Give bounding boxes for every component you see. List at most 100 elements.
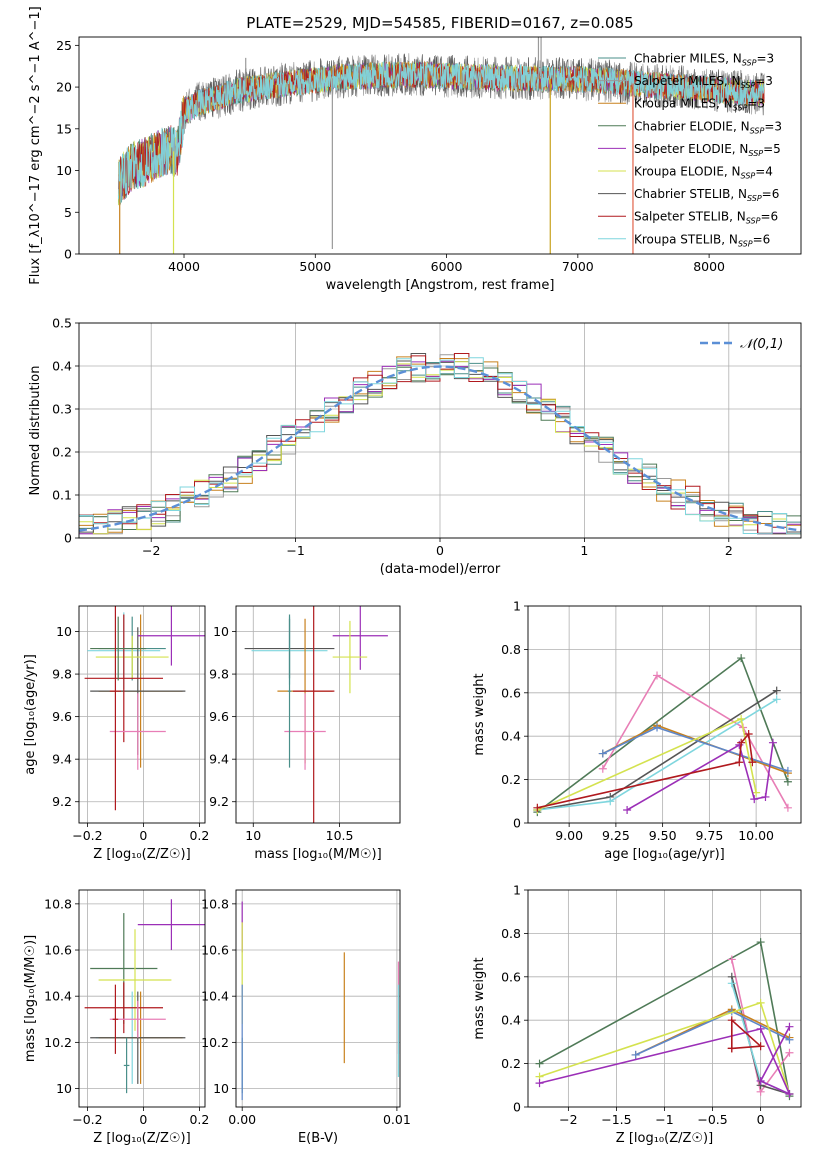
y-tick-label: 0.6 xyxy=(501,685,521,700)
legend-label: Kroupa STELIB, NSSP=6 xyxy=(634,232,770,248)
mass-weight-marker xyxy=(623,805,632,814)
legend-label: Chabrier STELIB, NSSP=6 xyxy=(634,187,779,203)
y-tick-label: 0.6 xyxy=(501,969,521,984)
mass-weight-marker xyxy=(756,1024,765,1033)
y-tick-label: 0 xyxy=(513,1100,521,1115)
mass-weight-marker xyxy=(535,1059,544,1068)
plot-area xyxy=(79,353,801,538)
x-tick-label: 10 xyxy=(245,828,261,843)
x-tick-label: −1.5 xyxy=(601,1112,631,1127)
x-tick-label: 6000 xyxy=(431,259,463,274)
mass-weight-marker xyxy=(785,1022,794,1031)
grid xyxy=(528,605,801,824)
plot-mass_vs_Z: −0.2 0 0.2 10 10.2 10.4 10.6 10.8 Z [log₁₀(Z/Z☉)… xyxy=(23,889,209,1146)
axes-frame xyxy=(235,605,401,824)
mass-weight-marker xyxy=(737,714,746,723)
mass-weight-marker xyxy=(783,777,792,786)
x-tick-label: −0.2 xyxy=(72,828,102,843)
mass-weight-marker xyxy=(752,788,761,797)
axes-frame xyxy=(78,605,206,824)
y-tick-label: 0.2 xyxy=(501,1056,521,1071)
mass-weight-marker xyxy=(727,955,736,964)
axes-frame xyxy=(527,889,802,1108)
mass-weight-marker xyxy=(772,686,781,695)
mass-weight-marker xyxy=(750,795,759,804)
y-tick-label: 10.6 xyxy=(44,943,72,958)
plot-area xyxy=(84,606,205,811)
legend-label: Kroupa ELODIE, NSSP=4 xyxy=(634,165,773,181)
x-tick-label: 0.00 xyxy=(228,1112,256,1127)
x-tick-label: 9.75 xyxy=(695,828,723,843)
y-tick-label: 10.4 xyxy=(201,989,229,1004)
mass-weight-marker xyxy=(631,1050,640,1059)
y-axis-label: mass [log₁₀(M/M☉)] xyxy=(23,935,38,1062)
grid xyxy=(79,606,205,823)
x-tick-label: 9.00 xyxy=(555,828,583,843)
mass-weight-marker xyxy=(761,792,770,801)
y-axis-label: age [log₁₀(age/yr)] xyxy=(23,654,38,775)
x-tick-label: 10.5 xyxy=(326,828,354,843)
grid xyxy=(79,890,205,1107)
y-tick-label: 10.2 xyxy=(44,1035,72,1050)
x-tick-label: 0.2 xyxy=(189,1112,209,1127)
mass-weight-marker xyxy=(653,671,662,680)
legend-label: Kroupa MILES, NSSP=3 xyxy=(634,97,765,113)
mass-weight-marker xyxy=(748,758,757,767)
y-tick-label: 0.4 xyxy=(501,729,521,744)
x-tick-label: 0 xyxy=(436,543,444,558)
plot-age_vs_mass: 10 10.5 9.2 9.4 9.6 9.8 10 mass [log₁₀(M/M☉)] xyxy=(209,605,401,862)
y-tick-label: 0.4 xyxy=(501,1013,521,1028)
y-tick-label: 10 xyxy=(56,624,72,639)
mass-weight-marker xyxy=(606,797,615,806)
mass-weight-marker xyxy=(737,654,746,663)
grid xyxy=(236,606,400,823)
x-tick-label: −2 xyxy=(559,1112,577,1127)
y-tick-label: 0.4 xyxy=(52,359,72,374)
spectrum-line xyxy=(117,61,765,203)
y-tick-label: 0.5 xyxy=(52,316,72,331)
y-tick-label: 9.4 xyxy=(52,752,72,767)
y-tick-label: 0 xyxy=(64,247,72,262)
y-tick-label: 9.2 xyxy=(209,794,229,809)
mass-weight-marker xyxy=(737,738,746,747)
x-tick-label: 0 xyxy=(757,1112,765,1127)
y-tick-label: 0.8 xyxy=(501,926,521,941)
y-tick-label: 0.3 xyxy=(52,402,72,417)
y-tick-label: 25 xyxy=(56,38,72,53)
x-tick-label: 10.00 xyxy=(738,828,774,843)
axes-frame xyxy=(78,322,802,539)
mass-weight-line xyxy=(537,732,754,809)
mass-weight-marker xyxy=(783,766,792,775)
axes-frame xyxy=(235,889,401,1108)
mass-weight-marker xyxy=(727,1016,736,1025)
y-tick-label: 10.6 xyxy=(201,943,229,958)
y-tick-label: 10 xyxy=(56,1081,72,1096)
x-axis-label: Z [log₁₀(Z/Z☉)] xyxy=(616,1131,713,1146)
x-tick-label: 0.01 xyxy=(383,1112,411,1127)
y-axis-label: mass weight xyxy=(472,673,487,755)
normal-curve xyxy=(79,365,801,532)
mass-weight-marker xyxy=(727,979,736,988)
mass-weight-marker xyxy=(653,723,662,732)
histogram-step xyxy=(79,353,801,538)
x-tick-label: −1 xyxy=(655,1112,673,1127)
axes-frame xyxy=(527,605,802,824)
mass-weight-marker xyxy=(598,764,607,773)
x-tick-label: 0 xyxy=(139,1112,147,1127)
mass-weight-line xyxy=(602,674,789,809)
y-tick-label: 10.4 xyxy=(44,989,72,1004)
y-tick-label: 9.4 xyxy=(209,752,229,767)
legend-label: 𝒩(0,1) xyxy=(740,337,783,352)
x-tick-label: 1 xyxy=(580,543,588,558)
y-tick-label: 10.2 xyxy=(201,1035,229,1050)
plot-spectrum: 4000 5000 6000 7000 8000 0 5 10 15 20 25 wavelength… xyxy=(28,6,802,293)
plot-area xyxy=(241,901,400,1101)
x-axis-label: age [log₁₀(age/yr)] xyxy=(604,847,725,862)
y-tick-label: 9.8 xyxy=(209,667,229,682)
plot-mass_vs_EBV: 0.00 0.01 10 10.2 10.4 10.6 10.8 E(B-V) xyxy=(201,889,411,1146)
x-tick-label: 4000 xyxy=(168,259,200,274)
y-tick-label: 9.6 xyxy=(209,709,229,724)
mass-weight-line xyxy=(731,1018,763,1050)
plot-area xyxy=(244,606,388,823)
x-tick-label: 9.50 xyxy=(649,828,677,843)
